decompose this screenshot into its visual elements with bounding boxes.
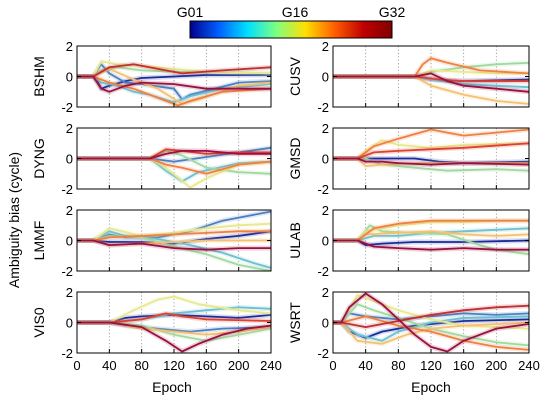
series-line [77,239,271,251]
series-line [77,230,271,242]
series-line [77,75,271,93]
y-tick-label: 0 [322,152,329,167]
x-tick-label: 0 [73,358,80,373]
panel-dyng: -2 0 2 DYNG [31,121,272,197]
colorbar-label-g01: G01 [177,4,204,20]
series-line [77,75,271,107]
station-label-wsrt: WSRT [287,302,303,343]
y-tick-label: -2 [61,264,73,279]
x-tick-label: 160 [453,358,475,373]
series-line [77,75,271,104]
station-label-dyng: DYNG [31,138,47,178]
y-tick-label: 2 [322,121,329,136]
colorbar-strip [189,20,393,39]
y-tick-label: 0 [322,316,329,331]
x-axis-title-right: Epoch [411,379,451,395]
series-line [77,63,271,78]
panel-lmmf: -2 0 2 LMMF [31,203,272,279]
series-line [333,72,529,93]
panel-bshm: -2 0 2 BSHM [31,39,272,115]
series-group [77,145,271,189]
panel-ulab: -2 0 2 ULAB [287,203,530,279]
series-line [333,157,529,172]
x-tick-label: 0 [329,358,336,373]
x-tick-label: 120 [163,358,185,373]
series-line [333,315,529,351]
series-line [77,321,271,353]
y-tick-label: 2 [322,39,329,54]
series-line [333,292,529,353]
y-tick-label: 2 [66,39,73,54]
y-tick-label: 0 [66,234,73,249]
station-label-bshm: BSHM [31,56,47,96]
x-tick-label: 40 [358,358,372,373]
panel-cusv: -2 0 2 CUSV [287,39,530,115]
series-line [333,219,529,242]
y-tick-label: -2 [317,100,329,115]
station-label-ulab: ULAB [287,222,303,259]
series-line [333,157,529,166]
y-tick-label: 0 [322,70,329,85]
y-tick-label: 2 [322,203,329,218]
y-tick-label: 2 [322,285,329,300]
y-axis-title: Ambiguity bias (cycle) [6,152,22,288]
station-label-vis0: VIS0 [31,307,47,338]
y-tick-label: 0 [66,316,73,331]
colorbar-label-g32: G32 [379,4,406,20]
x-tick-label: 40 [102,358,116,373]
y-tick-label: -2 [61,182,73,197]
series-group [333,292,529,353]
y-tick-label: -2 [317,346,329,361]
colorbar-label-g16: G16 [282,4,309,20]
y-tick-label: 0 [66,152,73,167]
series-line [333,239,529,251]
y-tick-label: 2 [66,121,73,136]
series-line [77,150,271,160]
series-group [77,210,271,271]
station-label-gmsd: GMSD [287,138,303,180]
y-tick-label: -2 [317,182,329,197]
x-tick-label: 160 [195,358,217,373]
station-label-lmmf: LMMF [31,221,47,261]
series-line [333,321,529,345]
x-tick-label: 240 [260,358,282,373]
y-tick-label: -2 [61,100,73,115]
x-tick-label: 80 [391,358,405,373]
x-tick-label: 200 [485,358,507,373]
series-group [77,58,271,107]
y-tick-label: 0 [322,234,329,249]
x-axis-title-left: Epoch [152,379,192,395]
y-tick-label: 2 [66,285,73,300]
y-tick-label: -2 [61,346,73,361]
y-tick-label: -2 [317,264,329,279]
y-tick-label: 0 [66,70,73,85]
series-line [77,63,271,101]
series-line [333,303,529,347]
series-group [77,294,271,353]
series-group [333,55,529,107]
series-line [77,295,271,324]
x-tick-label: 80 [134,358,148,373]
x-tick-label: 120 [420,358,442,373]
series-line [333,227,529,242]
colorbar: G01 G16 G32 [177,4,406,39]
series-line [333,304,529,328]
y-tick-label: 2 [66,203,73,218]
panels: -202BSHM-202CUSV-202DYNG-202GMSD-202LMMF… [31,39,540,373]
series-group [333,218,529,257]
x-tick-label: 240 [518,358,540,373]
station-label-cusv: CUSV [287,56,303,96]
x-tick-label: 200 [228,358,250,373]
series-group [333,128,529,174]
series-line [333,128,529,160]
panel-gmsd: -2 0 2 GMSD [287,121,530,197]
